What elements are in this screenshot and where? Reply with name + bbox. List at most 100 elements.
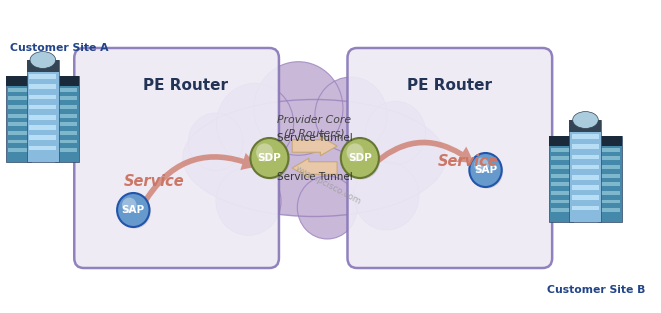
Bar — [600, 208, 620, 212]
Bar — [549, 136, 573, 222]
Bar — [57, 148, 77, 152]
Bar — [55, 76, 79, 86]
Bar — [29, 146, 56, 150]
Circle shape — [354, 162, 419, 230]
Bar — [572, 145, 599, 149]
Circle shape — [469, 153, 502, 187]
Bar — [572, 165, 599, 169]
Text: SAP: SAP — [474, 165, 497, 175]
Bar — [57, 122, 77, 126]
Bar — [27, 60, 59, 72]
Circle shape — [341, 138, 379, 178]
Bar — [29, 125, 56, 130]
Circle shape — [256, 143, 273, 162]
Circle shape — [217, 83, 293, 164]
Bar — [8, 122, 28, 126]
Bar — [570, 120, 602, 222]
Text: Customer Site A: Customer Site A — [9, 43, 108, 53]
Text: Customer Site B: Customer Site B — [547, 285, 646, 295]
Bar — [7, 76, 30, 86]
Bar — [600, 174, 620, 177]
Bar — [600, 191, 620, 195]
Bar — [8, 105, 28, 109]
Circle shape — [474, 157, 488, 173]
Text: Service: Service — [124, 175, 184, 189]
Bar — [29, 105, 56, 110]
Bar — [551, 208, 571, 212]
Bar — [551, 199, 571, 203]
Bar — [572, 175, 599, 180]
Text: Service Tunnel: Service Tunnel — [277, 133, 352, 143]
Bar — [8, 148, 28, 152]
Bar — [7, 76, 30, 162]
Text: www.ipcisco.com: www.ipcisco.com — [294, 164, 363, 206]
Bar — [29, 95, 56, 99]
Bar — [57, 105, 77, 109]
Bar — [8, 131, 28, 135]
Text: SDP: SDP — [258, 153, 282, 163]
FancyBboxPatch shape — [348, 48, 552, 268]
Bar — [551, 156, 571, 160]
Circle shape — [252, 140, 290, 179]
Ellipse shape — [30, 52, 56, 69]
FancyBboxPatch shape — [74, 48, 279, 268]
Text: Service Tunnel: Service Tunnel — [277, 172, 352, 182]
Circle shape — [342, 140, 380, 179]
Ellipse shape — [183, 100, 446, 217]
Bar — [8, 88, 28, 92]
Text: SDP: SDP — [348, 153, 371, 163]
Bar — [8, 96, 28, 100]
Bar — [598, 136, 622, 146]
Bar — [57, 140, 77, 143]
Circle shape — [346, 143, 364, 162]
Bar — [29, 85, 56, 89]
Bar — [27, 60, 59, 162]
Bar — [600, 182, 620, 186]
Bar — [572, 206, 599, 210]
Circle shape — [251, 138, 288, 178]
Bar — [29, 74, 56, 79]
Text: Service: Service — [438, 155, 498, 170]
Bar — [600, 148, 620, 151]
Bar — [551, 182, 571, 186]
Bar — [29, 136, 56, 140]
Circle shape — [118, 194, 151, 228]
Bar — [551, 174, 571, 177]
Bar — [600, 199, 620, 203]
FancyArrowPatch shape — [292, 136, 337, 156]
Bar — [572, 155, 599, 159]
Bar — [572, 134, 599, 139]
Bar — [551, 191, 571, 195]
Text: Provider Core
(P Routers): Provider Core (P Routers) — [277, 115, 351, 138]
Circle shape — [117, 193, 149, 227]
Bar — [57, 96, 77, 100]
Circle shape — [216, 167, 281, 235]
Text: PE Router: PE Router — [407, 79, 492, 94]
Bar — [29, 115, 56, 120]
Bar — [572, 185, 599, 190]
Bar — [600, 165, 620, 169]
Bar — [551, 165, 571, 169]
Circle shape — [471, 155, 503, 188]
Circle shape — [254, 62, 343, 155]
Ellipse shape — [572, 112, 598, 128]
Bar — [570, 120, 602, 132]
Text: PE Router: PE Router — [143, 79, 229, 94]
Bar — [57, 131, 77, 135]
Bar — [549, 136, 573, 146]
Bar — [598, 136, 622, 222]
Circle shape — [366, 101, 426, 164]
FancyArrowPatch shape — [292, 158, 337, 178]
Bar — [57, 114, 77, 117]
Circle shape — [315, 77, 387, 153]
FancyArrowPatch shape — [142, 153, 257, 204]
Bar — [600, 156, 620, 160]
Bar — [8, 140, 28, 143]
Bar — [57, 88, 77, 92]
FancyArrowPatch shape — [369, 140, 474, 168]
Circle shape — [297, 176, 358, 239]
Bar — [551, 148, 571, 151]
Circle shape — [122, 198, 137, 213]
Text: SAP: SAP — [122, 205, 145, 215]
Bar — [572, 196, 599, 200]
